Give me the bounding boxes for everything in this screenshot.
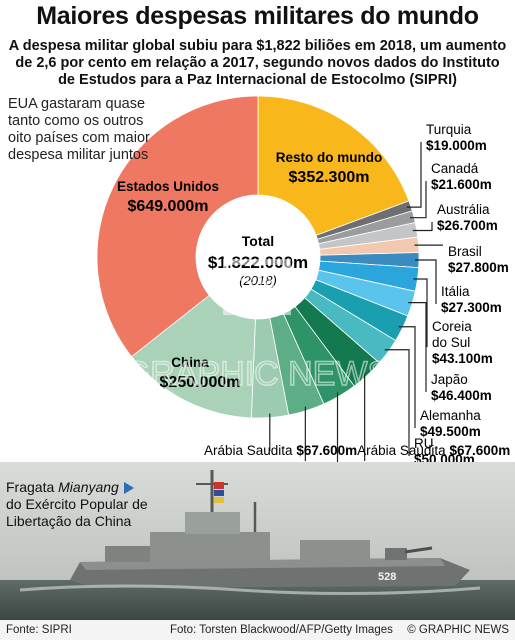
- photo-caption: Fragata Mianyang do Exército Popular de …: [6, 479, 176, 530]
- label-china: China: [171, 355, 209, 370]
- center-year: (2018): [239, 273, 277, 288]
- graphic-news-watermark: GN GRAPHIC NEWS: [123, 259, 391, 394]
- value-resto-do-mundo: $352.300m: [289, 169, 370, 186]
- side-label-brasil: Brasil $27.800m: [448, 244, 509, 275]
- chart-subtitle: A despesa militar global subiu para $1,8…: [8, 38, 507, 88]
- leader-line-japao: [408, 302, 427, 392]
- usa-note: EUA gastaram quase tanto como os outros …: [8, 96, 150, 163]
- pointer-triangle-icon: [123, 481, 134, 494]
- side-label-australia: Austrália $26.700m: [437, 202, 498, 233]
- watermark-text: GRAPHIC NEWS: [124, 355, 390, 393]
- side-label-italia: Itália $27.300m: [441, 284, 502, 315]
- leader-line-turquia: [406, 142, 422, 208]
- footer-photo-credit: Foto: Torsten Blackwood/AFP/Getty Images: [170, 624, 393, 636]
- caption-line1: Fragata Mianyang: [6, 479, 119, 495]
- side-label-coreia-do-sul: Coreia do Sul $43.100m: [432, 319, 493, 366]
- value-china: $250.000m: [160, 374, 241, 391]
- label-resto-do-mundo: Resto do mundo: [276, 150, 383, 165]
- side-label-arabia-saudita: Arábia Saudita $67.600mArábia Saudita $6…: [204, 443, 510, 458]
- label-estados-unidos: Estados Unidos: [117, 179, 219, 194]
- center-total-label: Total: [242, 233, 274, 249]
- chart-title: Maiores despesas militares do mundo: [36, 2, 479, 30]
- side-label-ru: RU $50.000m: [414, 436, 475, 462]
- leader-line-australia: [412, 222, 433, 232]
- caption-rest: do Exército Popular de Libertação da Chi…: [6, 496, 148, 529]
- side-label-turquia: Turquia $19.000m: [426, 122, 487, 153]
- side-label-alemanha: Alemanha $49.500m: [420, 408, 481, 439]
- footer: Fonte: SIPRI Foto: Torsten Blackwood/AFP…: [0, 620, 515, 640]
- leader-line-coreia-do-sul: [413, 278, 428, 347]
- leader-line-italia: [414, 259, 437, 304]
- leader-line-alemanha: [398, 326, 416, 428]
- frigate-illustration: 528: [0, 462, 515, 620]
- frigate-photo: 528: [0, 462, 515, 620]
- side-label-canada: Canadá $21.600m: [431, 161, 492, 192]
- leader-line-ru: [384, 349, 410, 456]
- pie-chart: Total $1.822.000m (2018) Resto do mundo …: [96, 95, 510, 462]
- ship-hull-number: 528: [378, 571, 396, 583]
- value-estados-unidos: $649.000m: [128, 198, 209, 215]
- footer-brand: © GRAPHIC NEWS: [407, 624, 509, 636]
- watermark-logo: GN: [227, 268, 287, 312]
- side-label-japao: Japão $46.400m: [431, 372, 492, 403]
- leader-line-canada: [409, 181, 427, 219]
- footer-source: Fonte: SIPRI: [6, 624, 72, 636]
